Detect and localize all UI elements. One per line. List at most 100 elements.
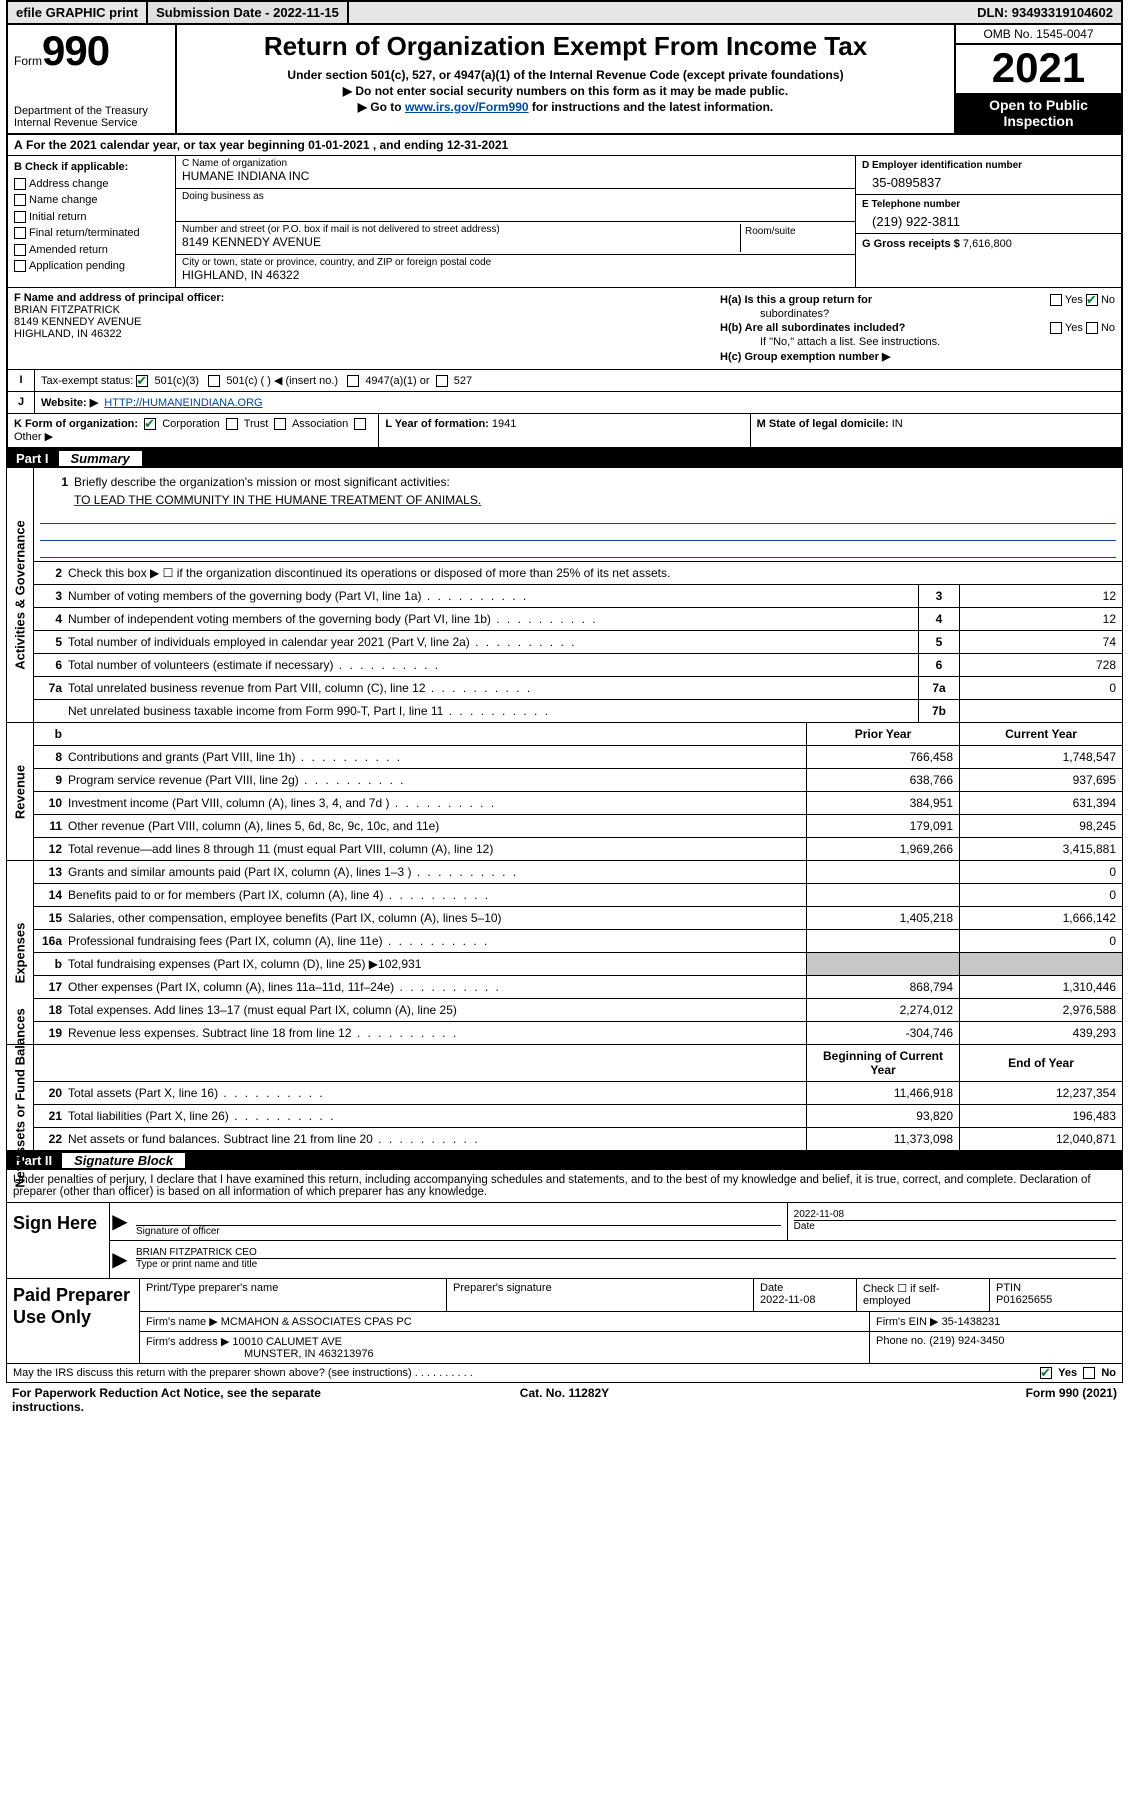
suite-label: Room/suite — [741, 224, 849, 252]
submission-date: Submission Date - 2022-11-15 — [148, 2, 349, 23]
checkbox-final-return[interactable] — [14, 227, 26, 239]
subtitle-3: ▶ Go to www.irs.gov/Form990 for instruct… — [183, 100, 948, 114]
discuss-yes: Yes — [1058, 1367, 1077, 1379]
line12: Total revenue—add lines 8 through 11 (mu… — [68, 840, 806, 858]
b20: 11,466,918 — [806, 1082, 959, 1104]
c12: 3,415,881 — [959, 838, 1122, 860]
officer-label: F Name and address of principal officer: — [14, 292, 224, 304]
year-formation: 1941 — [492, 418, 516, 430]
c10: 631,394 — [959, 792, 1122, 814]
checkbox-4947[interactable] — [347, 375, 359, 387]
checkbox-address-change[interactable] — [14, 178, 26, 190]
checkbox-501c[interactable] — [208, 375, 220, 387]
street-label: Number and street (or P.O. box if mail i… — [182, 224, 740, 235]
checkbox-initial-return[interactable] — [14, 211, 26, 223]
ha-no: No — [1101, 294, 1115, 306]
phone-label: E Telephone number — [862, 199, 1115, 210]
part-ii-title: Signature Block — [62, 1153, 185, 1168]
checkbox-527[interactable] — [436, 375, 448, 387]
hc-label: H(c) Group exemption number ▶ — [720, 351, 890, 363]
line3: Number of voting members of the governin… — [68, 587, 918, 605]
efile-print-button[interactable]: efile GRAPHIC print — [8, 2, 148, 23]
hb-note: If "No," attach a list. See instructions… — [720, 336, 1115, 348]
ptin-value: P01625655 — [996, 1294, 1116, 1306]
c17: 1,310,446 — [959, 976, 1122, 998]
c18: 2,976,588 — [959, 999, 1122, 1021]
website-label: Website: ▶ — [41, 397, 98, 409]
firm-ein: 35-1438231 — [942, 1316, 1001, 1328]
lbl-4947: 4947(a)(1) or — [365, 375, 429, 387]
checkbox-hb-yes[interactable] — [1050, 322, 1062, 334]
checkbox-discuss-no[interactable] — [1083, 1367, 1095, 1379]
hb-label: H(b) Are all subordinates included? — [720, 322, 905, 334]
sign-here-block: Sign Here ▶ Signature of officer 2022-11… — [6, 1203, 1123, 1279]
checkbox-discuss-yes[interactable] — [1040, 1367, 1052, 1379]
checkbox-corporation[interactable] — [144, 418, 156, 430]
form-ref: Form 990 (2021) — [749, 1386, 1117, 1414]
lbl-initial-return: Initial return — [29, 211, 86, 223]
p18: 2,274,012 — [806, 999, 959, 1021]
city-label: City or town, state or province, country… — [182, 257, 849, 268]
c8: 1,748,547 — [959, 746, 1122, 768]
val7b — [959, 700, 1122, 722]
line-j-marker: J — [8, 392, 35, 413]
val7a: 0 — [959, 677, 1122, 699]
checkbox-trust[interactable] — [226, 418, 238, 430]
goto-pre: ▶ Go to — [358, 100, 405, 114]
p9: 638,766 — [806, 769, 959, 791]
officer-addr1: 8149 KENNEDY AVENUE — [14, 316, 141, 328]
lbl-501c3: 501(c)(3) — [154, 375, 199, 387]
officer-signed-name: BRIAN FITZPATRICK CEO — [136, 1243, 1116, 1259]
checkbox-association[interactable] — [274, 418, 286, 430]
line20: Total assets (Part X, line 16) — [68, 1084, 806, 1102]
tax-exempt-status: Tax-exempt status: 501(c)(3) 501(c) ( ) … — [35, 370, 1121, 391]
p13 — [806, 861, 959, 883]
hdr-beg: Beginning of Current Year — [806, 1045, 959, 1081]
top-bar: efile GRAPHIC print Submission Date - 20… — [6, 0, 1123, 25]
line-i-marker: I — [8, 370, 35, 391]
declaration-text: Under penalties of perjury, I declare th… — [6, 1170, 1123, 1203]
org-name-label: C Name of organization — [182, 158, 849, 169]
discuss-row: May the IRS discuss this return with the… — [6, 1364, 1123, 1383]
p11: 179,091 — [806, 815, 959, 837]
form-header: Form990 Department of the Treasury Inter… — [6, 25, 1123, 135]
officer-addr2: HIGHLAND, IN 46322 — [14, 328, 122, 340]
checkbox-ha-no[interactable] — [1086, 294, 1098, 306]
line17: Other expenses (Part IX, column (A), lin… — [68, 978, 806, 996]
checkbox-name-change[interactable] — [14, 194, 26, 206]
checkbox-hb-no[interactable] — [1086, 322, 1098, 334]
lbl-527: 527 — [454, 375, 472, 387]
submission-date-label: Submission Date - — [156, 5, 273, 20]
hb-yes: Yes — [1065, 322, 1083, 334]
dln: DLN: 93493319104602 — [969, 2, 1121, 23]
checkbox-application-pending[interactable] — [14, 260, 26, 272]
irs-form990-link[interactable]: www.irs.gov/Form990 — [405, 100, 529, 114]
prep-name-label: Print/Type preparer's name — [146, 1282, 440, 1294]
discuss-no: No — [1101, 1367, 1116, 1379]
firm-addr1: 10010 CALUMET AVE — [232, 1336, 342, 1348]
sign-here-label: Sign Here — [7, 1203, 110, 1278]
dln-label: DLN: — [977, 5, 1012, 20]
gross-receipts-label: G Gross receipts $ — [862, 238, 963, 250]
checkbox-amended-return[interactable] — [14, 244, 26, 256]
checkbox-ha-yes[interactable] — [1050, 294, 1062, 306]
val16b: 102,931 — [378, 957, 421, 971]
checkbox-other[interactable] — [354, 418, 366, 430]
principal-officer: F Name and address of principal officer:… — [8, 288, 714, 369]
dln-value: 93493319104602 — [1012, 5, 1113, 20]
e21: 196,483 — [959, 1105, 1122, 1127]
checkbox-501c3[interactable] — [136, 375, 148, 387]
ptin-label: PTIN — [996, 1282, 1116, 1294]
form-title: Return of Organization Exempt From Incom… — [183, 31, 948, 62]
org-name: HUMANE INDIANA INC — [182, 169, 849, 183]
side-label-activities: Activities & Governance — [7, 468, 34, 722]
header-right: OMB No. 1545-0047 2021 Open to Public In… — [954, 25, 1121, 133]
line19: Revenue less expenses. Subtract line 18 … — [68, 1024, 806, 1042]
line2: Check this box ▶ ☐ if the organization d… — [68, 564, 1122, 582]
p19: -304,746 — [806, 1022, 959, 1044]
lbl-501c: 501(c) ( ) ◀ (insert no.) — [226, 375, 338, 387]
phone-value: (219) 922-3811 — [862, 210, 1115, 229]
website-link[interactable]: HTTP://HUMANEINDIANA.ORG — [104, 397, 262, 409]
p12: 1,969,266 — [806, 838, 959, 860]
lbl-address-change: Address change — [29, 178, 109, 190]
